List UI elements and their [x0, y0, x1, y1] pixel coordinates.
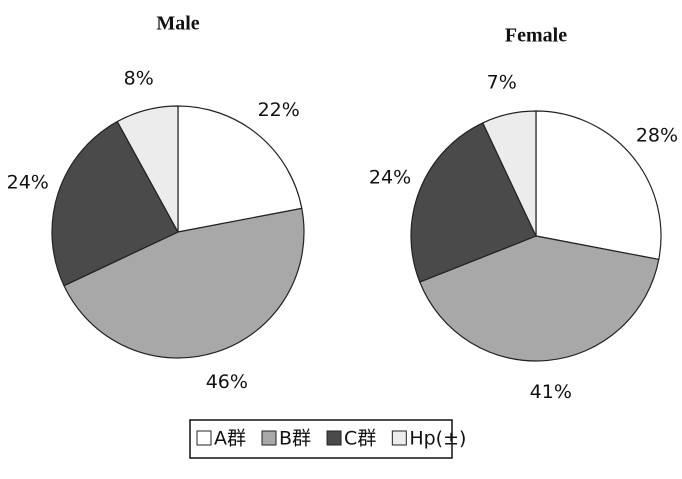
pie-slice — [481, 110, 537, 237]
legend-label: Hp(±) — [409, 428, 466, 450]
pie-slice — [535, 110, 662, 261]
pie-slice — [418, 235, 660, 362]
data-label: 46% — [206, 371, 248, 393]
pie-slice — [51, 120, 179, 287]
legend-label: B群 — [279, 428, 311, 450]
pie-slice — [410, 122, 537, 283]
legend-swatch — [196, 430, 212, 446]
pie-slice — [116, 105, 179, 233]
legend-swatch — [261, 430, 277, 446]
legend-swatch — [391, 430, 407, 446]
data-label: 41% — [530, 381, 572, 403]
pie-slice — [177, 105, 303, 233]
pie-slice — [63, 207, 305, 359]
data-label: 22% — [258, 99, 300, 121]
data-label: 8% — [124, 67, 154, 89]
chart-title: Male — [156, 13, 199, 35]
data-label: 7% — [487, 71, 517, 93]
legend-label: A群 — [214, 428, 246, 450]
legend-box — [189, 419, 453, 459]
chart-title: Female — [505, 25, 567, 47]
data-label: 28% — [636, 124, 678, 146]
legend-label: C群 — [344, 428, 376, 450]
data-label: 24% — [7, 172, 49, 194]
data-label: 24% — [369, 167, 411, 189]
legend-swatch — [326, 430, 342, 446]
